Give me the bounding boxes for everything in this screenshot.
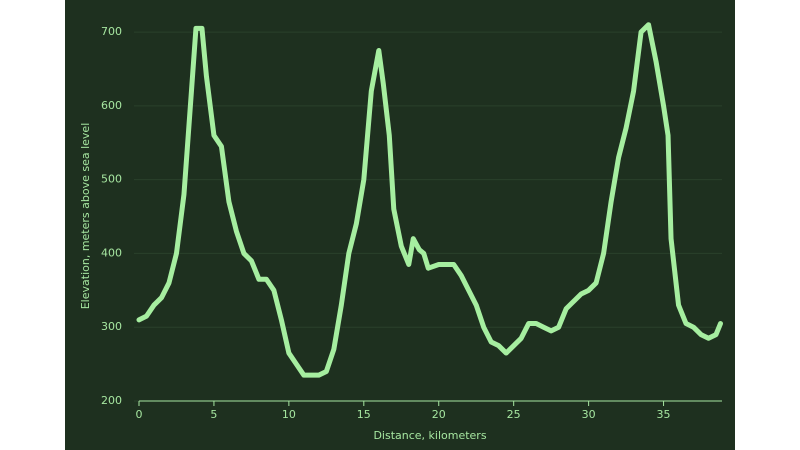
x-tick-label: 25 <box>507 408 521 421</box>
x-tick-label: 35 <box>657 408 671 421</box>
x-tick-label: 30 <box>582 408 596 421</box>
y-tick-label: 500 <box>101 173 122 186</box>
x-tick-label: 10 <box>282 408 296 421</box>
x-axis-label: Distance, kilometers <box>373 429 486 442</box>
y-tick-label: 200 <box>101 394 122 407</box>
panel <box>65 0 735 450</box>
x-tick-label: 20 <box>432 408 446 421</box>
y-tick-label: 300 <box>101 320 122 333</box>
y-tick-label: 600 <box>101 99 122 112</box>
y-axis-label: Elevation, meters above sea level <box>79 123 92 310</box>
x-tick-label: 5 <box>210 408 217 421</box>
x-tick-label: 0 <box>136 408 143 421</box>
y-tick-label: 400 <box>101 246 122 259</box>
y-tick-label: 700 <box>101 25 122 38</box>
x-tick-label: 15 <box>357 408 371 421</box>
elevation-line <box>136 22 724 378</box>
